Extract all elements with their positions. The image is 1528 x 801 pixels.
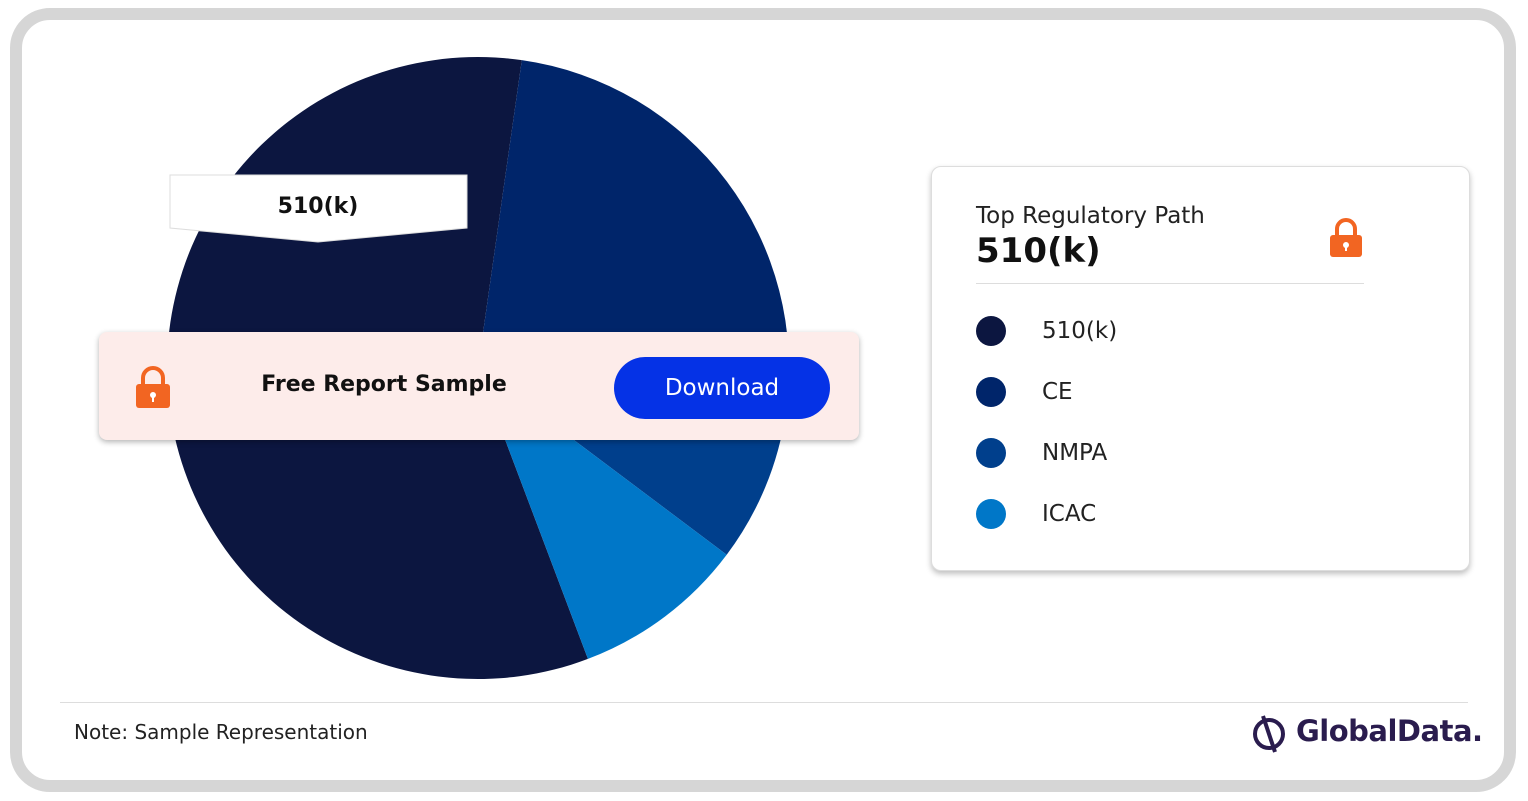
legend-label: CE (1042, 379, 1073, 405)
banner-text: Free Report Sample (261, 372, 507, 397)
legend-swatch (976, 499, 1006, 529)
footer-note: Note: Sample Representation (74, 720, 368, 744)
callout-label: 510(k) (278, 194, 359, 219)
brand-logo (1253, 715, 1285, 753)
pie-slice (478, 368, 727, 659)
divider (976, 283, 1364, 284)
legend-label: NMPA (1042, 440, 1108, 466)
download-button[interactable]: Download (614, 357, 830, 419)
summary-value: 510(k) (976, 231, 1101, 271)
legend-swatch (976, 438, 1006, 468)
pie-slice (478, 60, 789, 412)
legend-panel: Top Regulatory Path 510(k) 510(k) CE NMPA I… (931, 166, 1470, 571)
callout (169, 174, 468, 243)
legend-label: 510(k) (1042, 318, 1118, 344)
lock-icon (1330, 218, 1362, 257)
legend-label: ICAC (1042, 501, 1097, 527)
legend-swatch (976, 377, 1006, 407)
lock-icon (136, 366, 170, 408)
divider (60, 702, 1468, 703)
sample-banner: Free Report Sample Download (99, 332, 859, 440)
brand-name: GlobalData. (1296, 714, 1483, 748)
summary-label: Top Regulatory Path (976, 203, 1205, 229)
legend-swatch (976, 316, 1006, 346)
